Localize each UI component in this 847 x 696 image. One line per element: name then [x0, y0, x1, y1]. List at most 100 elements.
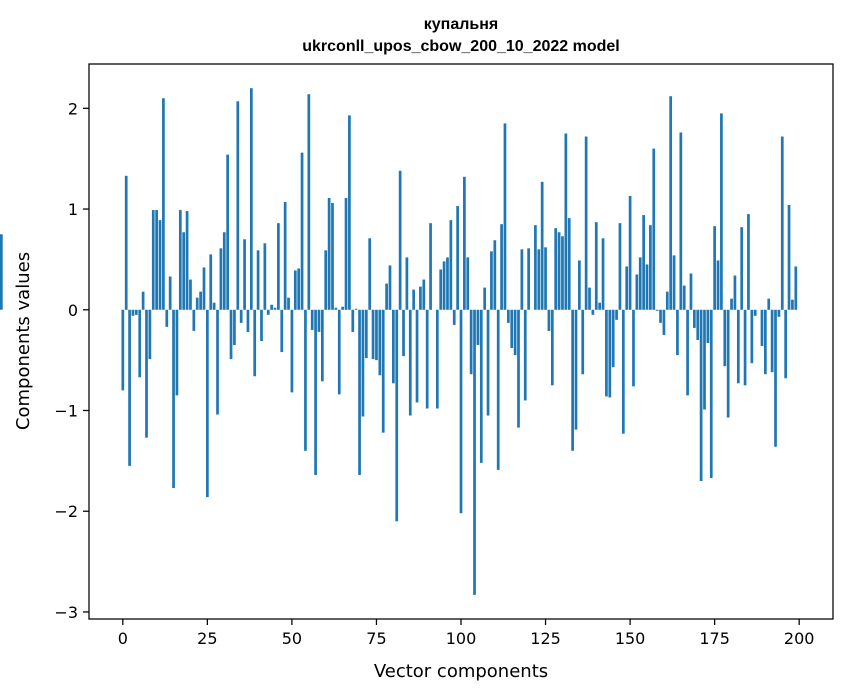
bar — [564, 133, 568, 310]
bar — [652, 148, 656, 310]
bar — [348, 115, 351, 310]
bar — [307, 94, 311, 310]
bar — [720, 113, 723, 310]
bar — [557, 232, 561, 310]
bar — [422, 279, 426, 310]
bar — [253, 309, 257, 377]
bar — [642, 215, 645, 310]
bar — [256, 250, 260, 310]
bar — [787, 205, 791, 310]
bar — [777, 309, 781, 317]
bar — [124, 175, 128, 310]
bar — [520, 249, 524, 310]
bar — [344, 197, 348, 310]
x-axis-label: Vector components — [374, 661, 548, 682]
bar — [699, 309, 703, 481]
bar — [588, 287, 591, 310]
bar — [625, 266, 629, 310]
bar — [547, 309, 551, 331]
y-tick-label: −2 — [54, 502, 78, 521]
bar — [598, 302, 602, 310]
bar — [280, 309, 284, 353]
bar — [510, 309, 514, 349]
chart-subtitle: ukrconll_upos_cbow_200_10_2022 model — [302, 38, 619, 55]
bar — [283, 201, 287, 310]
bar — [300, 152, 304, 310]
bar — [689, 273, 693, 310]
bar — [743, 309, 747, 386]
bar — [405, 257, 409, 310]
x-tick-label: 0 — [118, 629, 128, 648]
bar — [429, 223, 432, 310]
bar — [676, 309, 679, 356]
bar — [500, 224, 503, 310]
x-tick-label: 25 — [197, 629, 217, 648]
bar — [584, 136, 588, 310]
bar — [686, 309, 689, 396]
bar — [192, 309, 196, 331]
bar — [361, 309, 365, 417]
bar — [385, 283, 388, 310]
bar — [168, 276, 172, 310]
bar — [216, 309, 219, 415]
bar — [331, 203, 334, 310]
bar — [628, 195, 632, 310]
bar — [398, 170, 402, 310]
bar — [222, 232, 226, 310]
bars-group — [0, 88, 798, 595]
bar — [503, 123, 507, 310]
bar — [574, 309, 578, 430]
bar — [706, 309, 710, 344]
bar — [202, 267, 206, 310]
bar — [446, 257, 449, 310]
bar — [229, 309, 233, 360]
bar — [121, 309, 125, 391]
bar — [442, 261, 446, 310]
bar — [692, 309, 696, 328]
bar — [527, 248, 530, 310]
bar — [713, 226, 716, 310]
bar — [496, 309, 500, 470]
bar — [364, 309, 368, 359]
bar — [141, 291, 145, 310]
bar — [297, 268, 301, 310]
bar — [760, 309, 764, 347]
bar — [371, 309, 375, 360]
bar — [544, 247, 547, 310]
bar — [134, 309, 138, 315]
bar — [249, 88, 253, 310]
bar — [260, 309, 263, 341]
bar — [540, 181, 544, 310]
bar — [395, 309, 399, 522]
bar — [266, 309, 270, 315]
y-axis-ticks: −3 −2 −1 0 1 2 — [54, 99, 89, 622]
bar — [354, 308, 358, 310]
chart-title: купальня — [424, 16, 498, 33]
bar — [490, 251, 493, 310]
bar — [791, 299, 794, 310]
bar — [561, 236, 564, 310]
bar — [304, 309, 307, 451]
bar — [632, 309, 635, 387]
bar — [408, 309, 412, 416]
bar — [726, 309, 730, 418]
bar — [679, 132, 683, 310]
bar — [392, 309, 395, 384]
bar — [550, 309, 554, 386]
x-tick-label: 175 — [699, 629, 730, 648]
x-tick-label: 75 — [366, 629, 386, 648]
x-tick-label: 150 — [615, 629, 646, 648]
bar — [750, 309, 754, 364]
bar — [239, 309, 243, 323]
bar — [774, 309, 777, 447]
bar — [672, 255, 676, 310]
bar — [662, 309, 666, 335]
bar — [263, 243, 267, 310]
bar — [611, 309, 615, 368]
bar — [341, 306, 344, 310]
bar — [270, 304, 273, 310]
bar — [747, 214, 750, 310]
bar — [601, 238, 605, 310]
bar — [233, 309, 236, 346]
